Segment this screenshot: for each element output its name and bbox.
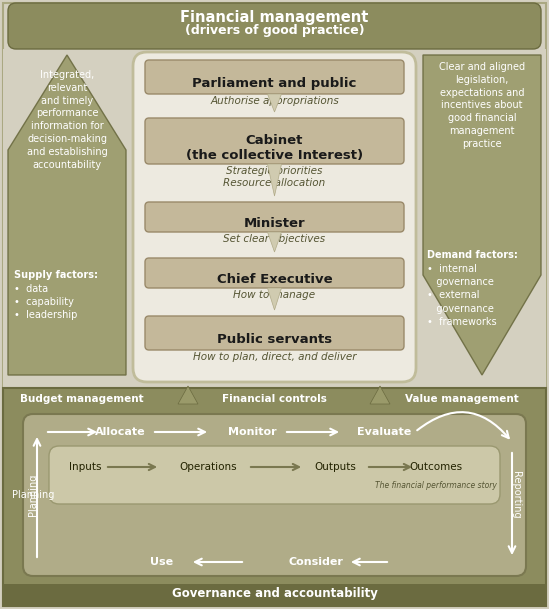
Text: Evaluate: Evaluate: [357, 427, 411, 437]
FancyBboxPatch shape: [49, 446, 500, 504]
Text: (drivers of good practice): (drivers of good practice): [184, 24, 365, 37]
Text: Demand factors:: Demand factors:: [427, 250, 518, 260]
Polygon shape: [8, 55, 126, 375]
Text: Allocate: Allocate: [94, 427, 145, 437]
Text: Public servants: Public servants: [217, 333, 332, 346]
FancyBboxPatch shape: [133, 52, 416, 382]
Text: Planning: Planning: [12, 490, 54, 500]
Text: Monitor: Monitor: [228, 427, 276, 437]
Polygon shape: [370, 386, 390, 404]
Text: Outputs: Outputs: [314, 462, 356, 472]
Text: •  internal
   governance
•  external
   governance
•  frameworks: • internal governance • external governa…: [427, 264, 497, 327]
Polygon shape: [178, 386, 198, 404]
Text: The financial performance story: The financial performance story: [375, 481, 497, 490]
Text: Supply factors:: Supply factors:: [14, 270, 98, 280]
Polygon shape: [267, 232, 282, 252]
FancyBboxPatch shape: [145, 60, 404, 94]
Text: How to manage: How to manage: [233, 290, 316, 300]
Text: Authorise appropriations: Authorise appropriations: [210, 96, 339, 106]
Bar: [3, 49, 546, 388]
Text: Financial controls: Financial controls: [222, 394, 327, 404]
FancyBboxPatch shape: [145, 118, 404, 164]
Text: Reporting: Reporting: [511, 471, 521, 519]
Text: Outcomes: Outcomes: [410, 462, 463, 472]
Text: Use: Use: [150, 557, 173, 567]
FancyBboxPatch shape: [8, 3, 541, 49]
Text: Operations: Operations: [179, 462, 237, 472]
Text: Budget management: Budget management: [20, 394, 144, 404]
Text: Strategic priorities
Resource allocation: Strategic priorities Resource allocation: [223, 166, 326, 188]
Text: Governance and accountability: Governance and accountability: [171, 587, 378, 600]
Polygon shape: [267, 288, 282, 310]
Polygon shape: [267, 94, 282, 112]
Text: Set clear objectives: Set clear objectives: [223, 234, 326, 244]
Text: Inputs: Inputs: [69, 462, 101, 472]
Bar: [3, 584, 546, 606]
Polygon shape: [267, 164, 282, 196]
FancyBboxPatch shape: [145, 258, 404, 288]
Text: Chief Executive: Chief Executive: [217, 273, 332, 286]
Text: Financial management: Financial management: [180, 10, 369, 25]
Polygon shape: [423, 55, 541, 375]
Text: Clear and aligned
legislation,
expectations and
incentives about
good financial
: Clear and aligned legislation, expectati…: [439, 62, 525, 149]
FancyBboxPatch shape: [23, 414, 526, 576]
Text: •  data
•  capability
•  leadership: • data • capability • leadership: [14, 284, 77, 320]
FancyBboxPatch shape: [145, 316, 404, 350]
Text: Integrated,
relevant
and timely
performance
information for
decision-making
and : Integrated, relevant and timely performa…: [26, 70, 108, 169]
Text: Value management: Value management: [405, 394, 519, 404]
Text: Minister: Minister: [244, 217, 305, 230]
Text: How to plan, direct, and deliver: How to plan, direct, and deliver: [193, 352, 356, 362]
Bar: [3, 388, 546, 606]
FancyBboxPatch shape: [145, 202, 404, 232]
Text: Planning: Planning: [28, 474, 38, 516]
Text: Consider: Consider: [289, 557, 344, 567]
Text: Parliament and public: Parliament and public: [192, 77, 357, 90]
Text: Cabinet
(the collective Interest): Cabinet (the collective Interest): [186, 134, 363, 162]
